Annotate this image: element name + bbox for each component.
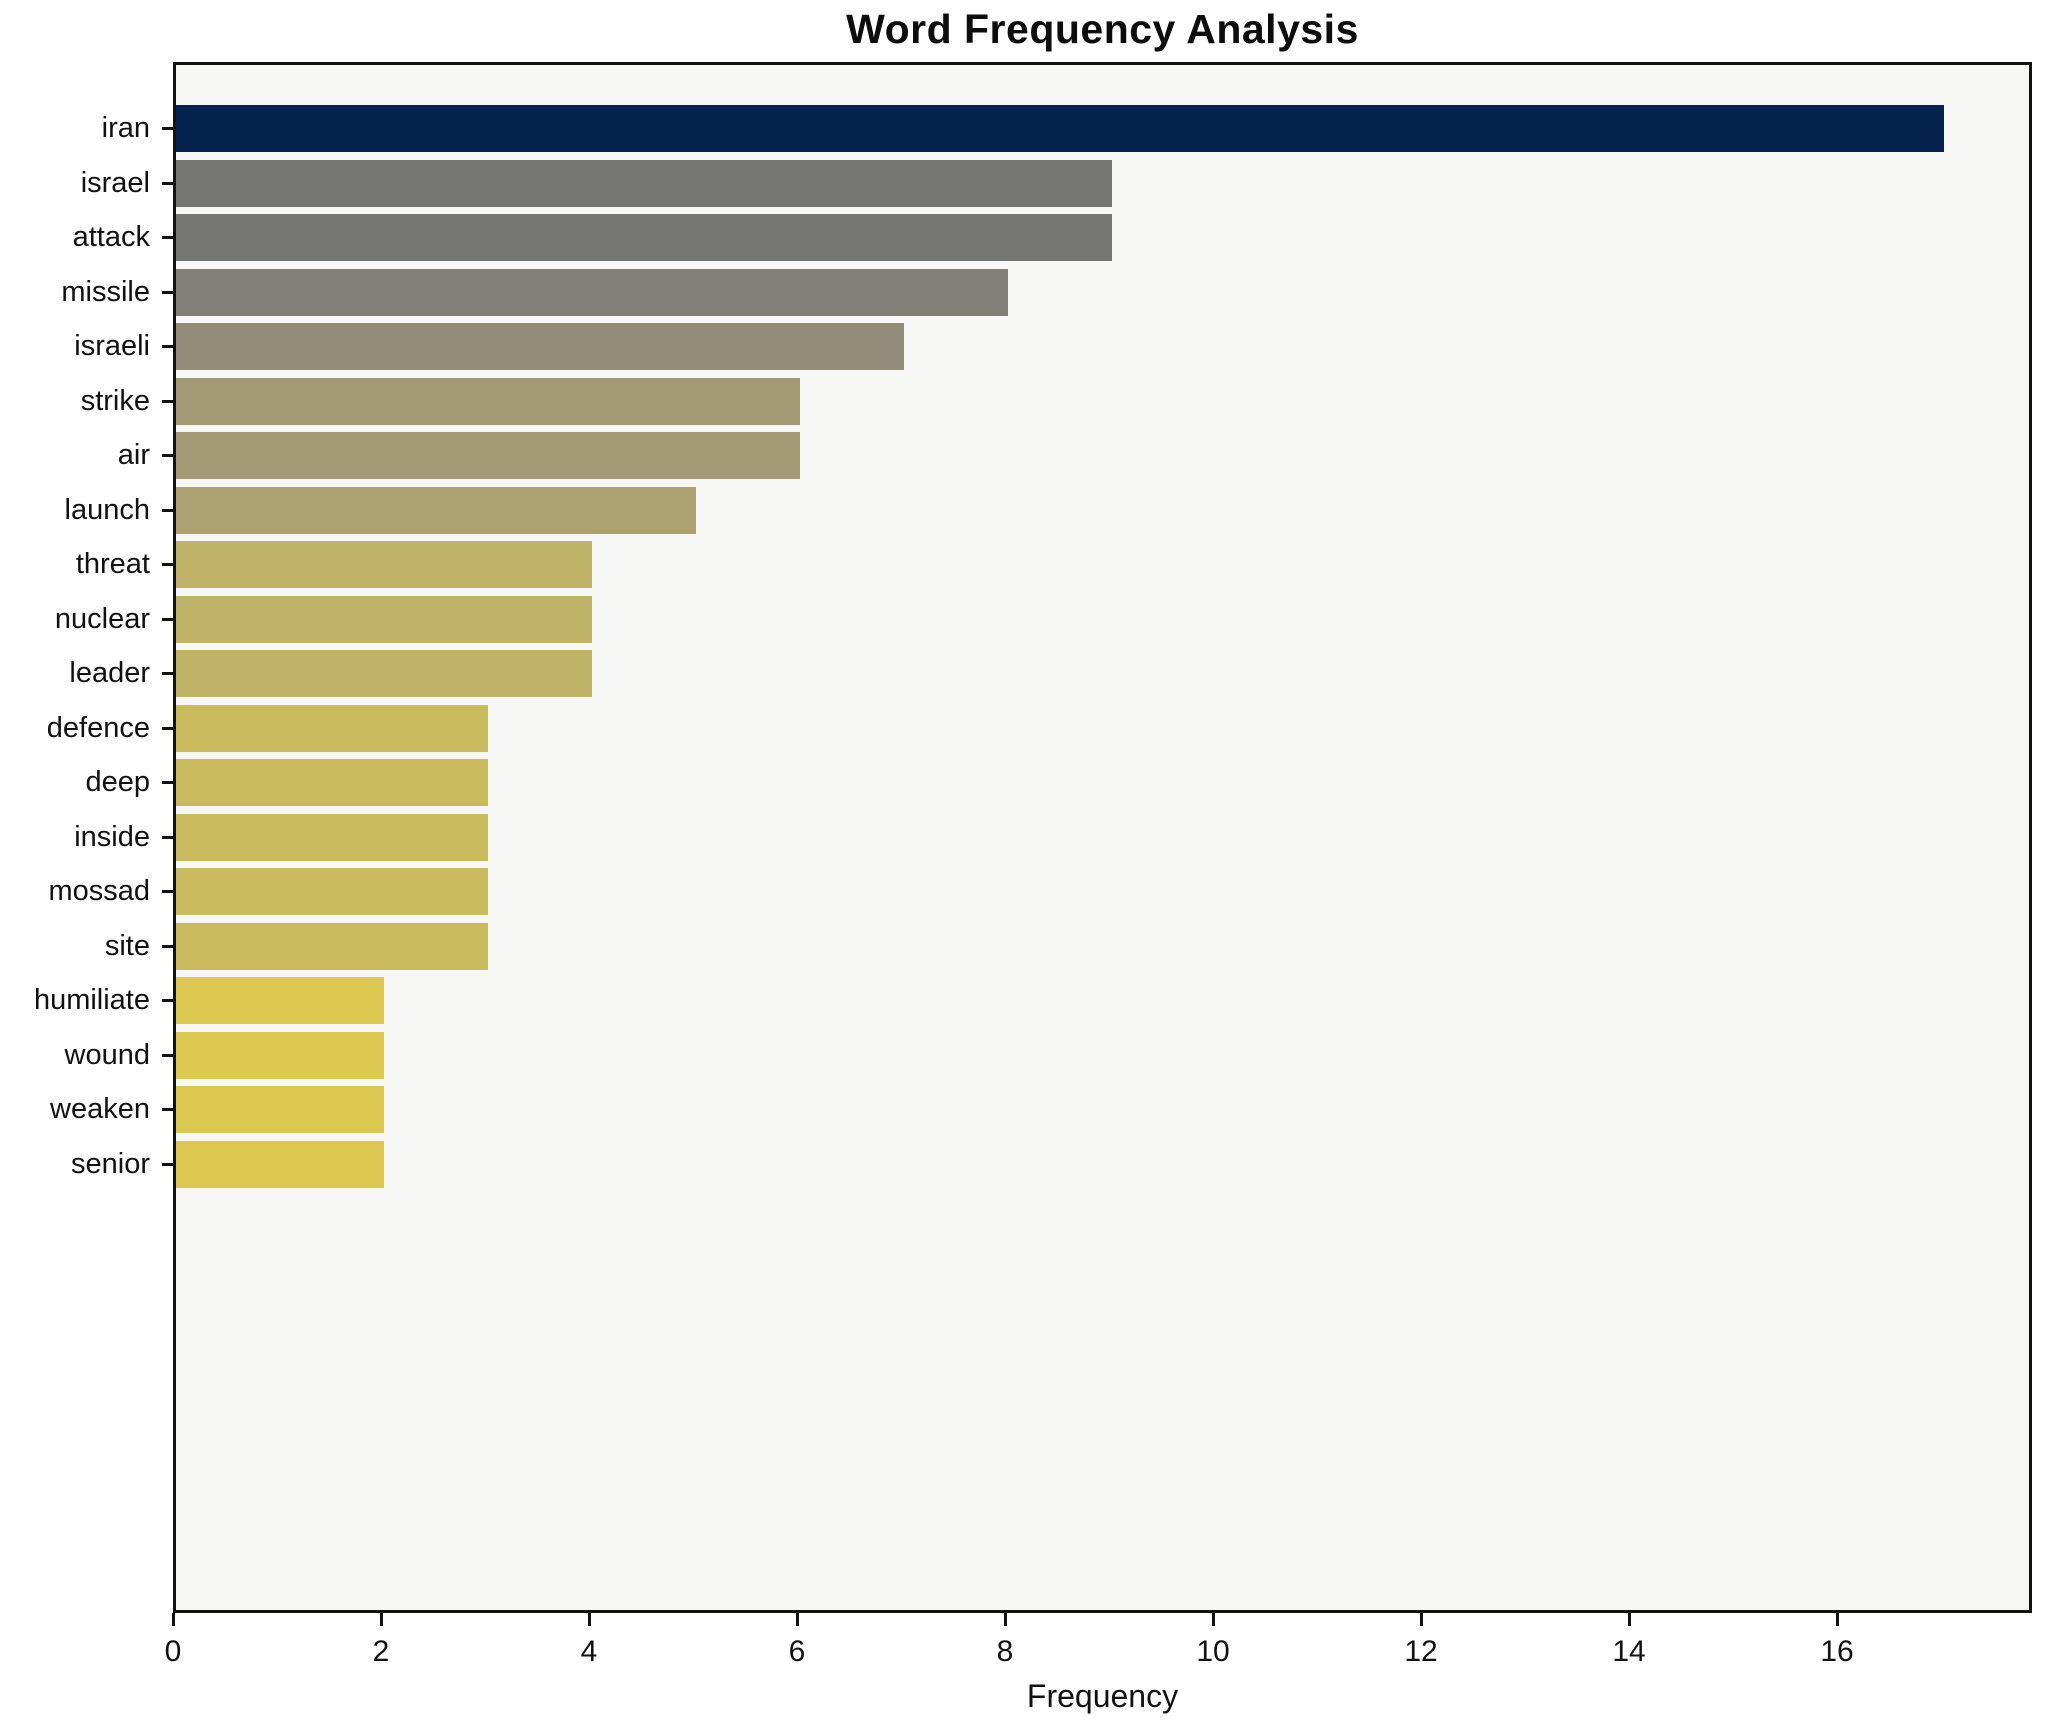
bar-mossad (176, 868, 488, 915)
bar-senior (176, 1140, 384, 1188)
y-tick (162, 400, 173, 403)
x-tick (1628, 1613, 1631, 1626)
y-tick (162, 1108, 173, 1111)
x-tick-label-12: 12 (1404, 1635, 1438, 1668)
y-axis-label-israeli: israeli (74, 330, 150, 362)
y-axis-label-nuclear: nuclear (54, 602, 150, 635)
y-axis-label-humiliate: humiliate (33, 984, 150, 1016)
y-tick (162, 291, 173, 294)
y-axis-label-inside: inside (74, 820, 150, 853)
y-tick (162, 1054, 173, 1057)
y-tick (162, 836, 173, 839)
bar-strike (176, 377, 800, 425)
y-axis-label-weaken: weaken (50, 1093, 150, 1125)
y-axis-label-attack: attack (72, 221, 150, 253)
chart-title: Word Frequency Analysis (846, 6, 1359, 52)
bar-nuclear (176, 595, 592, 643)
y-axis-label-air: air (117, 439, 150, 471)
x-tick-label-14: 14 (1612, 1635, 1646, 1668)
bar-humiliate (176, 977, 384, 1024)
y-tick (162, 454, 173, 457)
y-axis-label-mossad: mossad (48, 875, 150, 907)
x-tick-label-6: 6 (788, 1635, 806, 1668)
x-tick (796, 1613, 799, 1626)
bar-israeli (176, 323, 904, 370)
x-tick (1004, 1613, 1007, 1626)
x-tick (1212, 1613, 1215, 1626)
x-tick-label-0: 0 (164, 1635, 182, 1668)
bar-launch (176, 486, 696, 534)
y-tick (162, 563, 173, 566)
x-axis-label: Frequency (1026, 1678, 1179, 1714)
bar-attack (176, 214, 1112, 261)
bar-threat (176, 541, 592, 588)
bar-missile (176, 268, 1008, 316)
y-tick (162, 127, 173, 130)
y-axis-label-israel: israel (80, 166, 150, 199)
bar-weaken (176, 1086, 384, 1133)
y-axis-label-threat: threat (75, 548, 150, 580)
x-tick-label-8: 8 (996, 1635, 1014, 1668)
y-axis-label-wound: wound (64, 1038, 150, 1071)
x-tick-label-2: 2 (372, 1635, 390, 1668)
y-axis-label-iran: iran (101, 112, 150, 144)
x-tick-label-4: 4 (580, 1635, 598, 1668)
y-axis-label-leader: leader (69, 657, 150, 689)
x-tick (172, 1613, 175, 1626)
y-axis-label-defence: defence (46, 711, 150, 744)
bar-air (176, 432, 800, 479)
bar-deep (176, 759, 488, 806)
x-tick (588, 1613, 591, 1626)
bar-iran (176, 105, 1944, 152)
x-tick (1836, 1613, 1839, 1626)
x-tick-label-10: 10 (1196, 1635, 1230, 1668)
x-tick (1420, 1613, 1423, 1626)
x-tick (380, 1613, 383, 1626)
y-tick (162, 509, 173, 512)
y-tick (162, 999, 173, 1002)
y-tick (162, 781, 173, 784)
bar-leader (176, 650, 592, 697)
y-axis-label-site: site (104, 929, 150, 962)
y-tick (162, 618, 173, 621)
y-axis-label-senior: senior (71, 1147, 150, 1180)
y-tick (162, 727, 173, 730)
bar-inside (176, 813, 488, 861)
y-tick (162, 182, 173, 185)
x-tick-label-16: 16 (1820, 1635, 1854, 1668)
bar-wound (176, 1031, 384, 1079)
y-tick (162, 672, 173, 675)
y-tick (162, 345, 173, 348)
y-axis-label-missile: missile (61, 275, 150, 308)
bar-site (176, 922, 488, 970)
bar-defence (176, 704, 488, 752)
y-tick (162, 890, 173, 893)
y-tick (162, 1163, 173, 1166)
y-axis-label-deep: deep (85, 766, 150, 798)
y-tick (162, 945, 173, 948)
y-axis-label-launch: launch (64, 493, 150, 526)
y-axis-label-strike: strike (80, 384, 150, 417)
y-tick (162, 236, 173, 239)
bar-israel (176, 159, 1112, 207)
